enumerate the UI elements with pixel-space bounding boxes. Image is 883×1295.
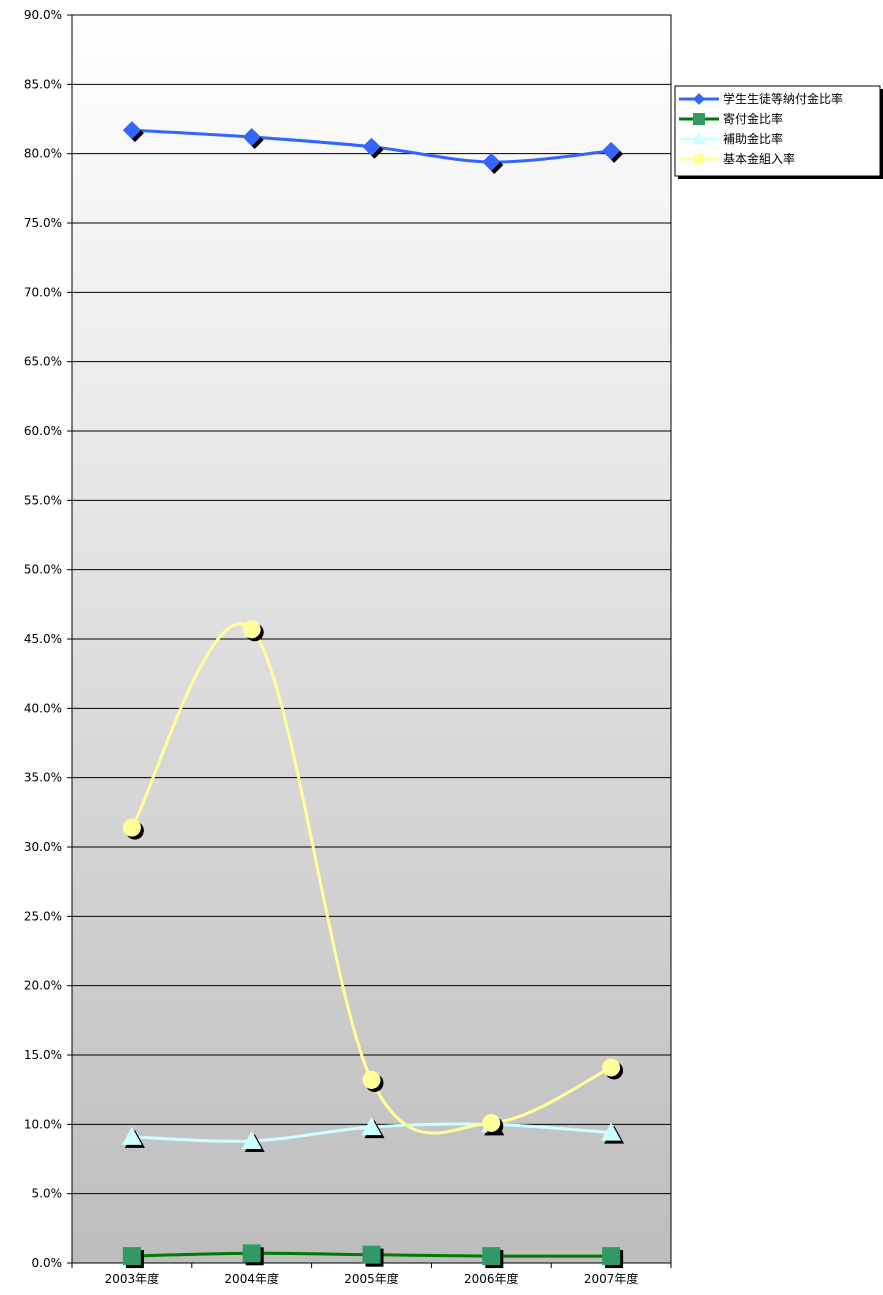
x-tick-label-0: 2003年度 xyxy=(105,1271,160,1286)
y-tick-label-0: 0.0% xyxy=(32,1256,63,1270)
y-tick-label-15: 75.0% xyxy=(24,216,62,230)
point-s0-0 xyxy=(122,121,144,143)
y-tick-label-2: 10.0% xyxy=(24,1117,62,1131)
point-s2-2 xyxy=(361,1117,385,1139)
point-s3-1 xyxy=(242,620,264,642)
point-s3-4 xyxy=(602,1058,624,1080)
y-tick-label-16: 80.0% xyxy=(24,147,62,161)
legend-swatch-marker-1 xyxy=(693,113,705,125)
y-tick-label-9: 45.0% xyxy=(24,632,62,646)
point-s2-1 xyxy=(241,1130,265,1152)
y-tick-label-10: 50.0% xyxy=(24,563,62,577)
y-tick-label-7: 35.0% xyxy=(24,771,62,785)
point-s3-2 xyxy=(362,1070,384,1092)
point-s3-3 xyxy=(482,1113,504,1135)
legend-label-1: 寄付金比率 xyxy=(723,111,783,126)
y-tick-label-12: 60.0% xyxy=(24,424,62,438)
y-tick-label-18: 90.0% xyxy=(24,8,62,22)
point-s1-1 xyxy=(242,1244,264,1266)
y-tick-label-1: 5.0% xyxy=(32,1187,63,1201)
point-s2-0 xyxy=(121,1126,145,1148)
legend-swatch-marker-0 xyxy=(693,93,705,105)
y-tick-label-17: 85.0% xyxy=(24,77,62,91)
point-s0-2 xyxy=(362,137,384,159)
x-tick-label-3: 2006年度 xyxy=(464,1271,519,1286)
x-tick-label-4: 2007年度 xyxy=(584,1271,639,1286)
legend-swatch-marker-3 xyxy=(693,153,705,165)
y-tick-label-8: 40.0% xyxy=(24,701,62,715)
point-s2-4 xyxy=(601,1122,625,1144)
legend-swatch-marker-2 xyxy=(692,132,706,144)
point-s1-2 xyxy=(362,1245,384,1267)
y-tick-label-5: 25.0% xyxy=(24,909,62,923)
y-tick-label-4: 20.0% xyxy=(24,979,62,993)
point-s1-0 xyxy=(122,1247,144,1269)
y-tick-label-14: 70.0% xyxy=(24,285,62,299)
x-tick-label-2: 2005年度 xyxy=(344,1271,399,1286)
legend-box xyxy=(674,85,881,177)
x-tick-label-1: 2004年度 xyxy=(224,1271,279,1286)
point-s1-3 xyxy=(482,1247,504,1269)
y-tick-label-13: 65.0% xyxy=(24,355,62,369)
legend-label-3: 基本金組入率 xyxy=(723,151,795,166)
y-tick-label-6: 30.0% xyxy=(24,840,62,854)
legend-label-2: 補助金比率 xyxy=(723,131,783,146)
y-tick-label-11: 55.0% xyxy=(24,493,62,507)
point-s0-4 xyxy=(602,141,624,163)
point-s0-1 xyxy=(242,128,264,150)
point-s0-3 xyxy=(482,152,504,174)
legend-label-0: 学生生徒等納付金比率 xyxy=(723,91,843,106)
point-s3-0 xyxy=(122,818,144,840)
y-tick-label-3: 15.0% xyxy=(24,1048,62,1062)
point-s1-4 xyxy=(602,1247,624,1269)
